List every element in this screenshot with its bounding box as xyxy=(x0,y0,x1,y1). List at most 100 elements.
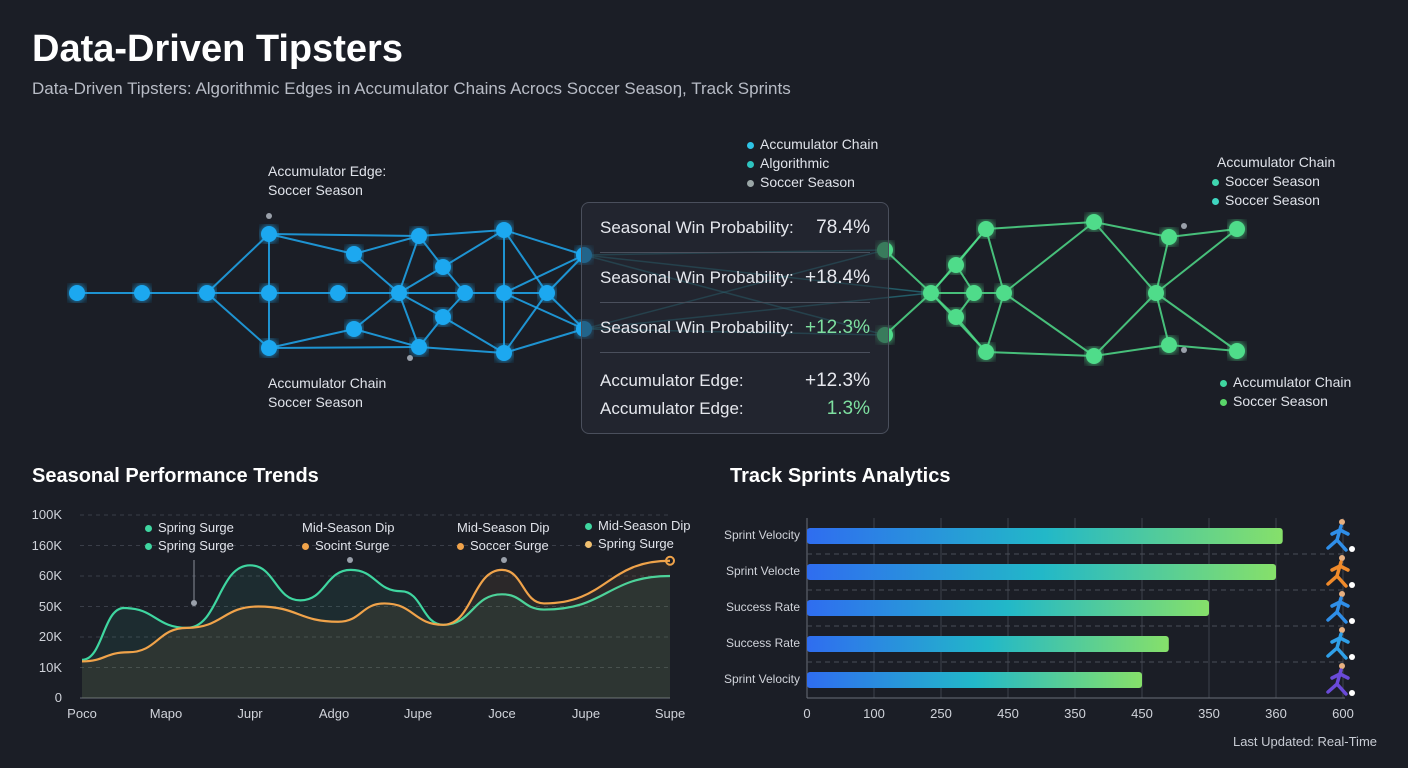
network-edge xyxy=(985,228,1005,294)
bar-chart-title: Track Sprints Analytics xyxy=(730,465,951,487)
y-tick-label: Success Rate xyxy=(725,636,800,650)
network-node xyxy=(411,339,427,355)
x-tick-label: 450 xyxy=(997,706,1019,721)
card-row: Seasonal Win Probability: +18.4% xyxy=(600,253,870,303)
soccer-player-blue-icon xyxy=(1326,519,1355,552)
x-tick-label: Supe xyxy=(654,706,686,721)
network-diagram xyxy=(69,213,1245,364)
x-tick-label: 350 xyxy=(1198,706,1220,721)
network-edge xyxy=(206,233,270,294)
network-edge xyxy=(1093,221,1157,294)
network-edge xyxy=(268,328,355,349)
network-edge xyxy=(1155,236,1170,294)
network-node xyxy=(978,344,994,360)
annotation-marker xyxy=(191,600,197,606)
network-node xyxy=(923,285,939,301)
x-tick-label: Jupe xyxy=(403,706,433,721)
network-edge xyxy=(268,233,420,237)
network-edge xyxy=(442,229,505,268)
network-node xyxy=(411,228,427,244)
network-edge xyxy=(418,346,505,354)
y-tick-label: 100K xyxy=(31,507,62,522)
x-tick-label: Jupe xyxy=(571,706,601,721)
network-node xyxy=(539,285,555,301)
network-edge xyxy=(503,229,548,294)
annotation-label: Spring Surge xyxy=(145,519,234,537)
y-tick-label: 50K xyxy=(38,598,62,614)
bar xyxy=(807,636,1169,652)
last-updated: Last Updated: Real-Time xyxy=(1232,734,1377,749)
runner-purple-icon xyxy=(1326,663,1355,696)
network-node xyxy=(1229,343,1245,359)
legend-dot xyxy=(302,543,309,551)
network-node xyxy=(199,285,215,301)
y-tick-label: Sprint Velocity xyxy=(723,672,800,686)
y-tick-label: 160K xyxy=(31,537,62,553)
network-node xyxy=(346,246,362,262)
y-tick-label: Sprint Velocity xyxy=(723,528,800,542)
network-node xyxy=(496,222,512,238)
y-tick-label: Sprint Velocte xyxy=(725,564,800,578)
network-edge xyxy=(1093,344,1170,357)
network-edge xyxy=(353,292,400,330)
network-node xyxy=(1148,285,1164,301)
network-node xyxy=(346,321,362,337)
network-node xyxy=(134,285,150,301)
label-right-bottom: Accumulator Chain Soccer Season xyxy=(1220,373,1351,411)
network-edge xyxy=(546,292,585,330)
network-edge xyxy=(442,316,505,354)
annotation-label: Spring Surge xyxy=(585,535,674,553)
card-row: Seasonal Win Probability: +12.3% xyxy=(600,303,870,353)
x-tick-label: 600 xyxy=(1332,706,1354,721)
y-tick-label: 0 xyxy=(54,690,62,705)
x-tick-label: Mapo xyxy=(149,706,183,721)
network-edge xyxy=(418,229,505,237)
bar xyxy=(807,564,1276,580)
x-tick-label: 100 xyxy=(863,706,885,721)
network-node xyxy=(330,285,346,301)
x-tick-label: 350 xyxy=(1064,706,1086,721)
connector-dot xyxy=(1181,347,1187,353)
label-right-top: Accumulator Chain Soccer Season Soccer S… xyxy=(1212,153,1335,210)
network-node xyxy=(1086,214,1102,230)
series-line-0 xyxy=(81,564,671,661)
annotation-label: Socint Surge xyxy=(302,537,389,555)
annotation-label: Soccer Surge xyxy=(457,537,549,555)
network-edge xyxy=(398,266,444,294)
network-edge xyxy=(268,233,355,255)
network-edge xyxy=(1168,228,1238,238)
probability-card: Seasonal Win Probability: 78.4% Seasonal … xyxy=(581,202,889,434)
network-edge xyxy=(985,351,1095,357)
network-edge xyxy=(884,292,932,336)
network-edge xyxy=(353,328,420,348)
bar xyxy=(807,672,1142,688)
network-edge xyxy=(1093,292,1157,357)
annotation-label: Mid-Season Dip xyxy=(302,520,395,535)
page-subtitle: Data-Driven Tipsters: Algorithmic Edges … xyxy=(32,79,791,98)
network-node xyxy=(261,285,277,301)
label-center-top: Accumulator Chain Algorithmic Soccer Sea… xyxy=(747,135,878,192)
annotation-marker xyxy=(501,557,507,563)
annotation-label: Mid-Season Dip xyxy=(585,517,691,535)
x-tick-label: 250 xyxy=(930,706,952,721)
card-row: Accumulator Edge: +12.3% xyxy=(600,370,870,391)
runner-blue-icon xyxy=(1326,591,1355,624)
network-edge xyxy=(1168,344,1238,352)
annotation-label: Mid-Season Dip xyxy=(457,520,550,535)
network-edge xyxy=(985,292,1005,353)
network-node xyxy=(261,226,277,242)
network-node xyxy=(948,257,964,273)
legend-dot xyxy=(585,523,592,531)
network-edge xyxy=(503,229,585,256)
connector-dot xyxy=(266,213,272,219)
series-endpoint xyxy=(665,555,675,566)
y-tick-label: 60K xyxy=(38,568,62,583)
network-edge xyxy=(1093,221,1170,238)
series-line-1 xyxy=(81,559,671,663)
network-node xyxy=(435,259,451,275)
page-title: Data-Driven Tipsters xyxy=(32,28,403,70)
soccer-player-blue-icon xyxy=(1326,627,1355,660)
network-node xyxy=(261,340,277,356)
network-edge xyxy=(503,328,585,354)
bar xyxy=(807,528,1283,544)
